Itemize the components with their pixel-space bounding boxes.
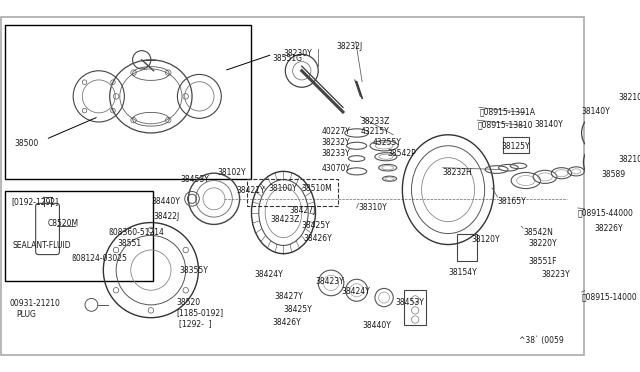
- Bar: [404, 290, 426, 325]
- Text: Ⓧ08915-13810: Ⓧ08915-13810: [477, 120, 533, 129]
- Text: 43070Y: 43070Y: [322, 164, 351, 173]
- Text: 38233Z: 38233Z: [360, 116, 390, 125]
- Bar: [247, 179, 339, 206]
- Text: 38223Y: 38223Y: [541, 270, 570, 279]
- Text: 38424Y: 38424Y: [341, 286, 370, 296]
- Text: Ⓧ08915-1391A: Ⓧ08915-1391A: [479, 108, 535, 116]
- Text: 38427J: 38427J: [289, 206, 316, 215]
- Text: 38551G: 38551G: [273, 54, 303, 63]
- Text: [0192-1292]: [0192-1292]: [11, 197, 58, 206]
- Text: 38426Y: 38426Y: [303, 234, 332, 243]
- Text: 38165Y: 38165Y: [497, 197, 526, 206]
- Text: 38427Y: 38427Y: [275, 292, 303, 301]
- Bar: [503, 137, 529, 153]
- Text: 38120Y: 38120Y: [472, 235, 500, 244]
- Text: 38232H: 38232H: [443, 168, 472, 177]
- Text: 38210J: 38210J: [618, 93, 640, 102]
- Text: PLUG: PLUG: [17, 310, 36, 320]
- Text: 38551F: 38551F: [529, 257, 557, 266]
- Text: 38232Y: 38232Y: [322, 138, 351, 147]
- Text: 38440Y: 38440Y: [362, 321, 391, 330]
- Text: 38426Y: 38426Y: [273, 318, 301, 327]
- Text: 38500: 38500: [15, 140, 39, 148]
- Text: [1185-0192]: [1185-0192]: [177, 308, 223, 318]
- Text: 38232J: 38232J: [337, 42, 363, 51]
- Text: C8520M: C8520M: [47, 219, 79, 228]
- Text: 38233Y: 38233Y: [322, 150, 351, 158]
- Text: 38453Y: 38453Y: [180, 175, 209, 184]
- Text: 38210Y: 38210Y: [618, 155, 640, 164]
- Text: 38102Y: 38102Y: [218, 168, 246, 177]
- Text: 38125Y: 38125Y: [501, 142, 530, 151]
- Text: ß08360-51214: ß08360-51214: [108, 228, 164, 237]
- Text: 38425Y: 38425Y: [284, 305, 312, 314]
- Text: 38542P: 38542P: [388, 150, 417, 158]
- Text: 38589: 38589: [602, 170, 626, 179]
- Text: 38424Y: 38424Y: [254, 270, 283, 279]
- Text: 38520: 38520: [177, 298, 200, 307]
- Text: 38453Y: 38453Y: [395, 298, 424, 307]
- Text: 38140Y: 38140Y: [534, 120, 563, 129]
- Text: 38551: 38551: [117, 239, 141, 248]
- Text: 38226Y: 38226Y: [595, 224, 623, 233]
- Text: 38100Y: 38100Y: [269, 184, 298, 193]
- Bar: [457, 234, 477, 261]
- Text: Ⓧ08915-44000: Ⓧ08915-44000: [578, 208, 634, 217]
- Text: 38154Y: 38154Y: [448, 268, 477, 277]
- Text: 00931-21210: 00931-21210: [9, 299, 60, 308]
- Bar: [4, 192, 153, 281]
- Bar: [4, 25, 252, 179]
- Text: ß08124-03025: ß08124-03025: [71, 254, 127, 263]
- Text: 38510M: 38510M: [302, 184, 333, 193]
- Text: [1292-  ]: [1292- ]: [179, 320, 212, 328]
- Text: ^38` (0059: ^38` (0059: [520, 336, 564, 345]
- Text: 38230Y: 38230Y: [284, 49, 312, 58]
- Text: 38542N: 38542N: [523, 228, 553, 237]
- Text: 40227Y: 40227Y: [322, 128, 351, 137]
- Text: 38422J: 38422J: [154, 212, 180, 221]
- Text: SEALANT-FLUID: SEALANT-FLUID: [13, 241, 72, 250]
- Text: Ⓧ08915-14000: Ⓧ08915-14000: [582, 292, 637, 301]
- Text: 38440Y: 38440Y: [152, 197, 180, 206]
- Text: 38140Y: 38140Y: [582, 108, 611, 116]
- Text: 38220Y: 38220Y: [529, 239, 557, 248]
- Text: 38355Y: 38355Y: [179, 266, 208, 276]
- Text: 43255Y: 43255Y: [373, 138, 402, 147]
- Text: 38425Y: 38425Y: [302, 221, 330, 230]
- Text: 43215Y: 43215Y: [360, 128, 389, 137]
- Text: 38421Y: 38421Y: [236, 186, 264, 195]
- Text: 38423Y: 38423Y: [316, 278, 344, 286]
- Text: 38423Z: 38423Z: [271, 215, 300, 224]
- Text: 38310Y: 38310Y: [358, 203, 387, 212]
